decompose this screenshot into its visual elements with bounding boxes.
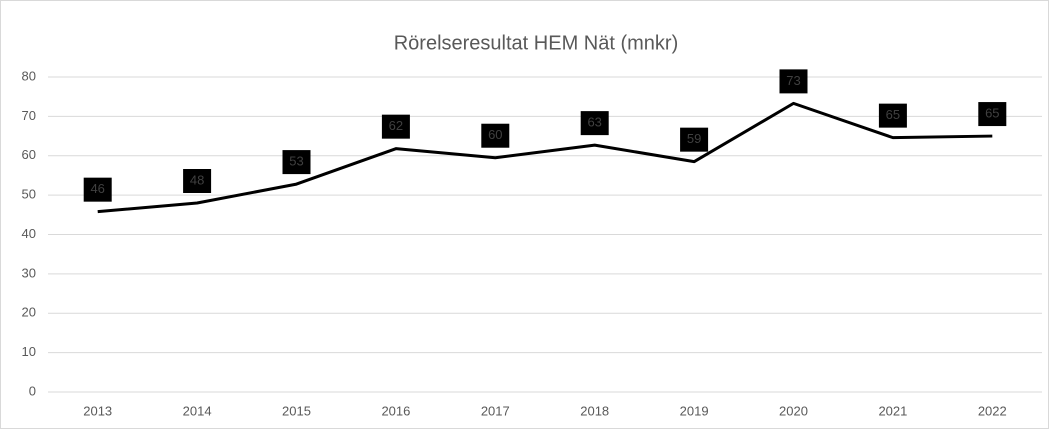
y-tick-label: 20 (22, 305, 36, 320)
data-label-box (83, 177, 112, 202)
data-label: 65 (985, 106, 999, 121)
y-tick-label: 50 (22, 187, 36, 202)
data-label: 60 (488, 127, 502, 142)
data-label: 46 (90, 181, 104, 196)
data-label: 59 (687, 131, 701, 146)
data-label: 48 (190, 172, 204, 187)
x-tick-label: 2019 (680, 403, 709, 418)
data-label-box (779, 69, 808, 94)
line (97, 101, 993, 214)
data-label-box (978, 102, 1007, 127)
x-tick-label: 2017 (481, 403, 510, 418)
y-tick-label: 40 (22, 226, 36, 241)
y-tick-label: 30 (22, 265, 36, 280)
x-tick-label: 2021 (878, 403, 907, 418)
x-tick-label: 2018 (580, 403, 609, 418)
data-label-box (183, 169, 212, 193)
data-label: 53 (289, 154, 303, 169)
y-tick-label: 0 (29, 383, 36, 398)
x-tick-label: 2013 (83, 403, 112, 418)
x-tick-label: 2015 (282, 403, 311, 418)
data-label: 73 (786, 73, 800, 88)
y-tick-label: 60 (22, 147, 36, 162)
data-label-box (282, 150, 311, 175)
data-label-box (878, 103, 907, 128)
y-tick-label: 80 (22, 68, 36, 83)
data-label: 63 (587, 115, 601, 130)
chart-title: Rörelseresultat HEM Nät (mnkr) (394, 32, 679, 54)
data-label-box (481, 123, 510, 148)
x-tick-label: 2014 (183, 403, 212, 418)
data-label-box (680, 127, 709, 152)
data-label-box (381, 114, 410, 139)
x-tick-label: 2022 (978, 403, 1007, 418)
y-tick-label: 70 (22, 108, 36, 123)
y-tick-label: 10 (22, 344, 36, 359)
x-tick-label: 2016 (381, 403, 410, 418)
data-label: 65 (886, 107, 900, 122)
data-label-box (580, 111, 609, 136)
x-tick-label: 2020 (779, 403, 808, 418)
data-label: 62 (389, 118, 403, 133)
